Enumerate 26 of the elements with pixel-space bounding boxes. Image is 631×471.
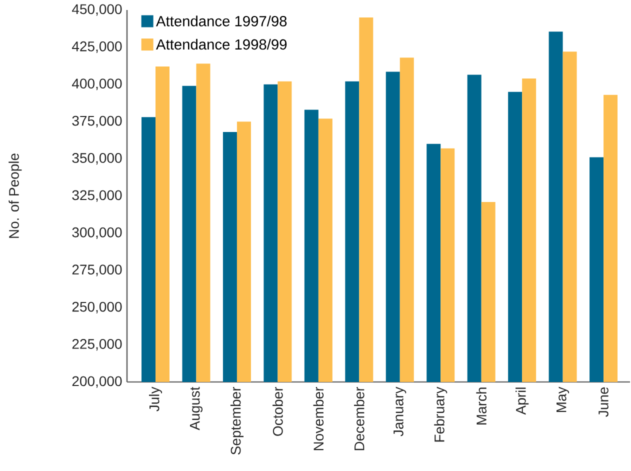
y-tick-label: 450,000 (72, 4, 122, 16)
y-tick-label: 325,000 (72, 190, 122, 202)
x-tick-label: May (556, 386, 570, 412)
x-tick-label: January (394, 386, 406, 436)
x-tick-label: June (598, 387, 608, 417)
x-tick-label: February (434, 386, 448, 442)
y-tick-label: 425,000 (72, 41, 122, 53)
x-tick-label: July (148, 386, 162, 412)
x-tick-label: November (313, 386, 324, 450)
y-tick-label: 275,000 (72, 264, 122, 276)
legend-label: Attendance 1997/98 (156, 16, 287, 26)
y-tick-label: 225,000 (72, 339, 122, 351)
y-tick-label: 350,000 (72, 153, 122, 165)
x-tick-label: April (516, 388, 529, 415)
x-tick-label: August (190, 386, 203, 430)
y-tick-label: 375,000 (72, 116, 122, 128)
x-tick-label: December (354, 386, 364, 450)
x-tick-label: October (272, 386, 283, 436)
y-tick-label: 300,000 (72, 227, 122, 239)
y-tick-label: 250,000 (72, 302, 122, 314)
x-tick-label: March (476, 388, 486, 424)
y-tick-label: 200,000 (72, 376, 122, 388)
y-tick-label: 400,000 (72, 78, 122, 90)
y-axis-title: No. of People (8, 154, 22, 238)
x-tick-label: September (230, 386, 244, 455)
legend-label: Attendance 1998/99 (156, 38, 287, 50)
